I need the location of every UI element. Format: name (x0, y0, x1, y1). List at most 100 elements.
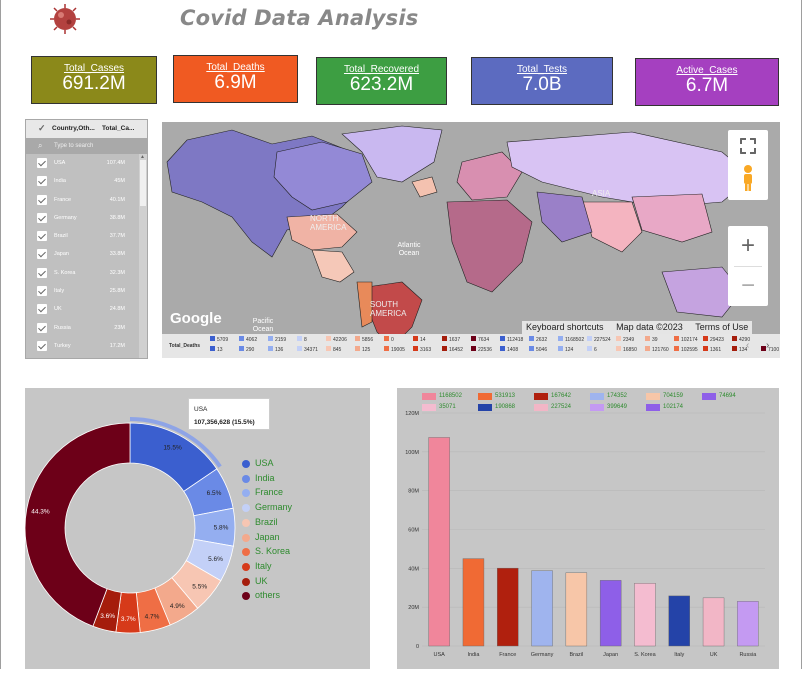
checkbox[interactable] (37, 194, 47, 205)
filter-row[interactable]: UK 24.8M (26, 300, 147, 318)
map-legend-item: 124 (558, 346, 587, 353)
map-legend-item: 13 (210, 346, 239, 353)
filter-row[interactable]: Brazil 37.7M (26, 227, 147, 245)
filter-row[interactable]: Germany 38.8M (26, 209, 147, 227)
legend-label[interactable]: France (255, 487, 284, 498)
legend-label[interactable]: 1168502 (439, 393, 462, 399)
legend-swatch (761, 346, 766, 351)
map-legend-item: 1408 (500, 346, 529, 353)
legend-label[interactable]: 167642 (551, 393, 572, 399)
filter-country: USA (54, 160, 66, 166)
legend-dot (242, 548, 250, 557)
filter-row[interactable]: S. Korea 32.3M (26, 264, 147, 282)
legend-label[interactable]: 102174 (663, 404, 684, 410)
legend-swatch (478, 393, 492, 400)
map-legend-item: 19005 (384, 346, 413, 353)
checkbox[interactable] (37, 231, 47, 242)
scroll-up-icon[interactable]: ▲ (140, 154, 145, 160)
checkbox[interactable] (37, 286, 47, 297)
legend-label[interactable]: Brazil (255, 516, 278, 527)
y-tick-label: 120M (405, 411, 419, 417)
bar-germany[interactable] (531, 570, 553, 647)
legend-label[interactable]: 174352 (607, 393, 628, 399)
bar-france[interactable] (497, 567, 519, 647)
legend-swatch (413, 336, 418, 341)
map-legend-item: 8 (297, 336, 326, 343)
world-map[interactable]: NORTH AMERICA SOUTH AMERICA ASIA Atlanti… (162, 122, 780, 358)
bar-s-korea[interactable] (634, 583, 656, 647)
checkbox[interactable] (37, 249, 47, 260)
legend-swatch (587, 346, 592, 351)
legend-label: 136 (275, 347, 284, 353)
bar-russia[interactable] (737, 601, 759, 647)
checkbox[interactable] (37, 158, 47, 168)
filter-search-input[interactable]: ⌕ Type to search (26, 138, 147, 154)
legend-swatch (674, 336, 679, 341)
legend-label[interactable]: 35071 (439, 404, 456, 410)
terms-of-use-link[interactable]: Terms of Use (695, 322, 749, 332)
bar-uk[interactable] (702, 597, 725, 647)
checkbox[interactable] (37, 322, 47, 333)
scroll-thumb[interactable] (140, 160, 146, 206)
legend-label[interactable]: 531913 (495, 393, 516, 399)
legend-swatch (268, 346, 273, 351)
filter-value: 24.8M (109, 306, 125, 313)
legend-label[interactable]: Italy (255, 560, 272, 571)
legend-label: 16850 (623, 347, 637, 353)
legend-label[interactable]: 190868 (495, 404, 516, 410)
donut-chart[interactable]: 15.5% 6.5% 5.8% 5.6% 5.5% 4.9% 4.7% 3.7% 3.6% 44.… (24, 388, 370, 669)
legend-label[interactable]: 399649 (607, 404, 628, 410)
bar-chart[interactable]: 0 20M 40M 60M 80M 100M 120M USA India France Germa… (397, 388, 779, 669)
filter-row[interactable]: Italy 25.8M (26, 282, 147, 300)
bar-italy[interactable] (668, 595, 690, 647)
checkbox[interactable] (37, 176, 47, 187)
legend-label[interactable]: 74694 (719, 393, 736, 399)
filter-row[interactable]: USA 107.4M (26, 154, 147, 172)
bar-brazil[interactable] (565, 572, 588, 647)
checkbox[interactable] (37, 304, 47, 315)
filter-header[interactable]: ✓ Country,Oth... Total_Ca... (26, 120, 147, 138)
donut-slice-others[interactable] (24, 422, 131, 627)
zoom-in-button[interactable]: + (740, 232, 755, 259)
google-logo: Google (170, 310, 222, 327)
bar-japan[interactable] (599, 580, 622, 647)
legend-swatch (210, 336, 215, 341)
legend-next-button[interactable]: › (766, 340, 770, 351)
legend-label[interactable]: UK (255, 575, 268, 586)
filter-row[interactable]: India 45M (26, 172, 147, 190)
zoom-out-button[interactable]: − (740, 272, 755, 299)
legend-label: 5046 (536, 347, 548, 353)
filter-row[interactable]: Turkey 17.2M (26, 337, 147, 355)
map-legend-item: 16452 (442, 346, 471, 353)
filter-country: Brazil (54, 233, 68, 240)
select-all-check-icon[interactable]: ✓ (38, 123, 46, 133)
donut-slice-label: 4.7% (145, 613, 160, 620)
donut-highlight (129, 417, 222, 468)
pegman-icon[interactable] (740, 164, 756, 192)
legend-label[interactable]: Germany (255, 502, 293, 513)
kpi-value: 691.2M (62, 73, 126, 94)
legend-label[interactable]: 704159 (663, 393, 684, 399)
legend-label[interactable]: S. Korea (255, 546, 291, 557)
filter-scrollbar[interactable]: ▲ (139, 154, 147, 358)
checkbox[interactable] (37, 340, 47, 351)
filter-row[interactable]: Russia 23M (26, 319, 147, 337)
keyboard-shortcuts-link[interactable]: Keyboard shortcuts (526, 322, 604, 332)
legend-label: 121760 (652, 347, 669, 353)
legend-label[interactable]: others (255, 590, 281, 601)
checkbox[interactable] (37, 267, 47, 278)
bar-usa[interactable] (428, 437, 450, 647)
checkbox[interactable] (37, 212, 47, 223)
legend-swatch (297, 346, 302, 351)
label-atlantic-ocean: Atlantic Ocean (397, 242, 421, 257)
legend-label[interactable]: India (255, 472, 275, 483)
filter-row[interactable]: Japan 33.8M (26, 245, 147, 263)
legend-label[interactable]: USA (255, 458, 274, 468)
legend-swatch (646, 404, 660, 411)
legend-prev-button[interactable]: ‹ (746, 340, 750, 351)
bar-india[interactable] (462, 558, 485, 647)
fullscreen-icon[interactable] (740, 138, 756, 154)
legend-label[interactable]: Japan (255, 531, 280, 542)
filter-row[interactable]: France 40.1M (26, 191, 147, 209)
legend-label[interactable]: 227524 (551, 404, 572, 410)
